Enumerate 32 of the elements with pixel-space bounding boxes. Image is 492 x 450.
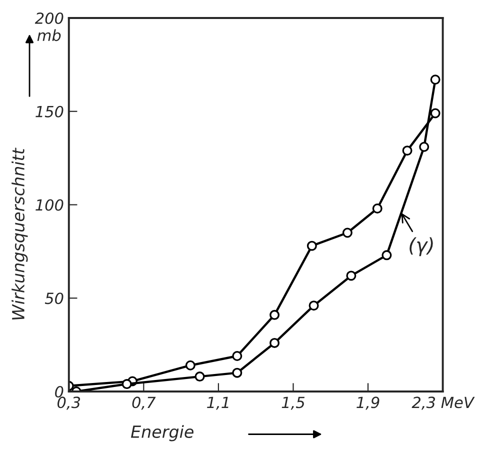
point: [430, 74, 440, 85]
point: [372, 203, 382, 214]
x-axis-title: Energie: [130, 425, 194, 442]
annotation: (γ): [410, 237, 433, 256]
y-tick-label: 50: [44, 292, 64, 304]
y-tick-label: 200: [34, 12, 64, 24]
point: [382, 250, 392, 260]
y-tick-label: 150: [36, 106, 64, 118]
x-tick-label: 1,5: [282, 396, 305, 410]
point: [342, 228, 352, 238]
x-tick-label: 1,9: [356, 396, 380, 410]
point: [419, 142, 430, 152]
point: [346, 270, 356, 281]
point: [232, 368, 242, 378]
x-tick-label: 2,3 MeV: [412, 396, 475, 410]
y-tick-label: 0: [55, 386, 64, 398]
x-tick-label: 0,3: [57, 396, 80, 410]
point: [270, 338, 280, 348]
y-tick-label: 100: [36, 199, 64, 211]
point: [194, 372, 205, 382]
y-axis-title: Wirkungsquerschnitt: [12, 148, 28, 320]
point: [306, 240, 317, 251]
point: [122, 379, 132, 390]
point: [232, 351, 242, 362]
text: mb: [37, 29, 61, 42]
point: [270, 310, 280, 320]
point: [402, 146, 412, 156]
x-tick-label: 1,1: [207, 396, 228, 410]
point: [430, 108, 440, 118]
point: [308, 300, 319, 311]
point: [185, 360, 196, 370]
x-tick-label: 0,7: [132, 396, 156, 410]
